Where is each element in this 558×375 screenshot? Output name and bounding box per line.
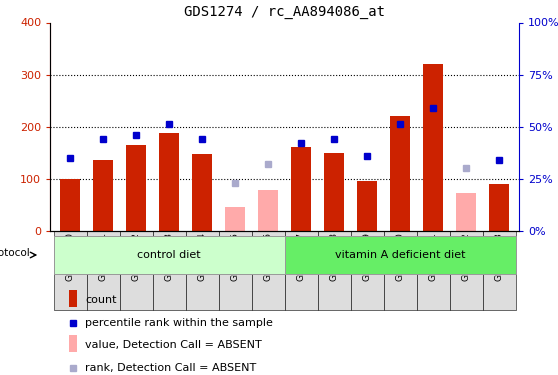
Bar bbox=[390, 116, 410, 231]
Bar bbox=[192, 154, 212, 231]
Bar bbox=[126, 145, 146, 231]
Bar bbox=[69, 290, 77, 307]
Bar bbox=[285, 236, 516, 274]
Bar bbox=[383, 231, 417, 310]
Text: protocol: protocol bbox=[0, 248, 30, 258]
Bar bbox=[489, 184, 509, 231]
Bar bbox=[324, 153, 344, 231]
Bar bbox=[423, 64, 443, 231]
Bar bbox=[417, 231, 450, 310]
Bar bbox=[86, 231, 119, 310]
Bar bbox=[450, 231, 483, 310]
Bar bbox=[152, 231, 186, 310]
Bar bbox=[456, 193, 476, 231]
Text: vitamin A deficient diet: vitamin A deficient diet bbox=[335, 250, 465, 260]
Bar bbox=[225, 207, 245, 231]
Bar bbox=[119, 231, 152, 310]
Bar bbox=[258, 190, 278, 231]
Bar bbox=[285, 231, 318, 310]
Bar bbox=[483, 231, 516, 310]
Bar bbox=[60, 178, 80, 231]
Bar bbox=[186, 231, 219, 310]
Text: rank, Detection Call = ABSENT: rank, Detection Call = ABSENT bbox=[85, 363, 257, 373]
Bar bbox=[357, 181, 377, 231]
Title: GDS1274 / rc_AA894086_at: GDS1274 / rc_AA894086_at bbox=[184, 5, 385, 19]
Bar bbox=[252, 231, 285, 310]
Bar bbox=[219, 231, 252, 310]
Bar bbox=[54, 236, 285, 274]
Bar bbox=[318, 231, 350, 310]
Bar bbox=[93, 160, 113, 231]
Text: count: count bbox=[85, 295, 117, 305]
Bar bbox=[69, 335, 77, 352]
Bar bbox=[54, 231, 86, 310]
Bar bbox=[350, 231, 383, 310]
Text: control diet: control diet bbox=[137, 250, 201, 260]
Bar bbox=[159, 133, 179, 231]
Text: percentile rank within the sample: percentile rank within the sample bbox=[85, 318, 273, 328]
Bar bbox=[291, 147, 311, 231]
Text: value, Detection Call = ABSENT: value, Detection Call = ABSENT bbox=[85, 340, 262, 350]
